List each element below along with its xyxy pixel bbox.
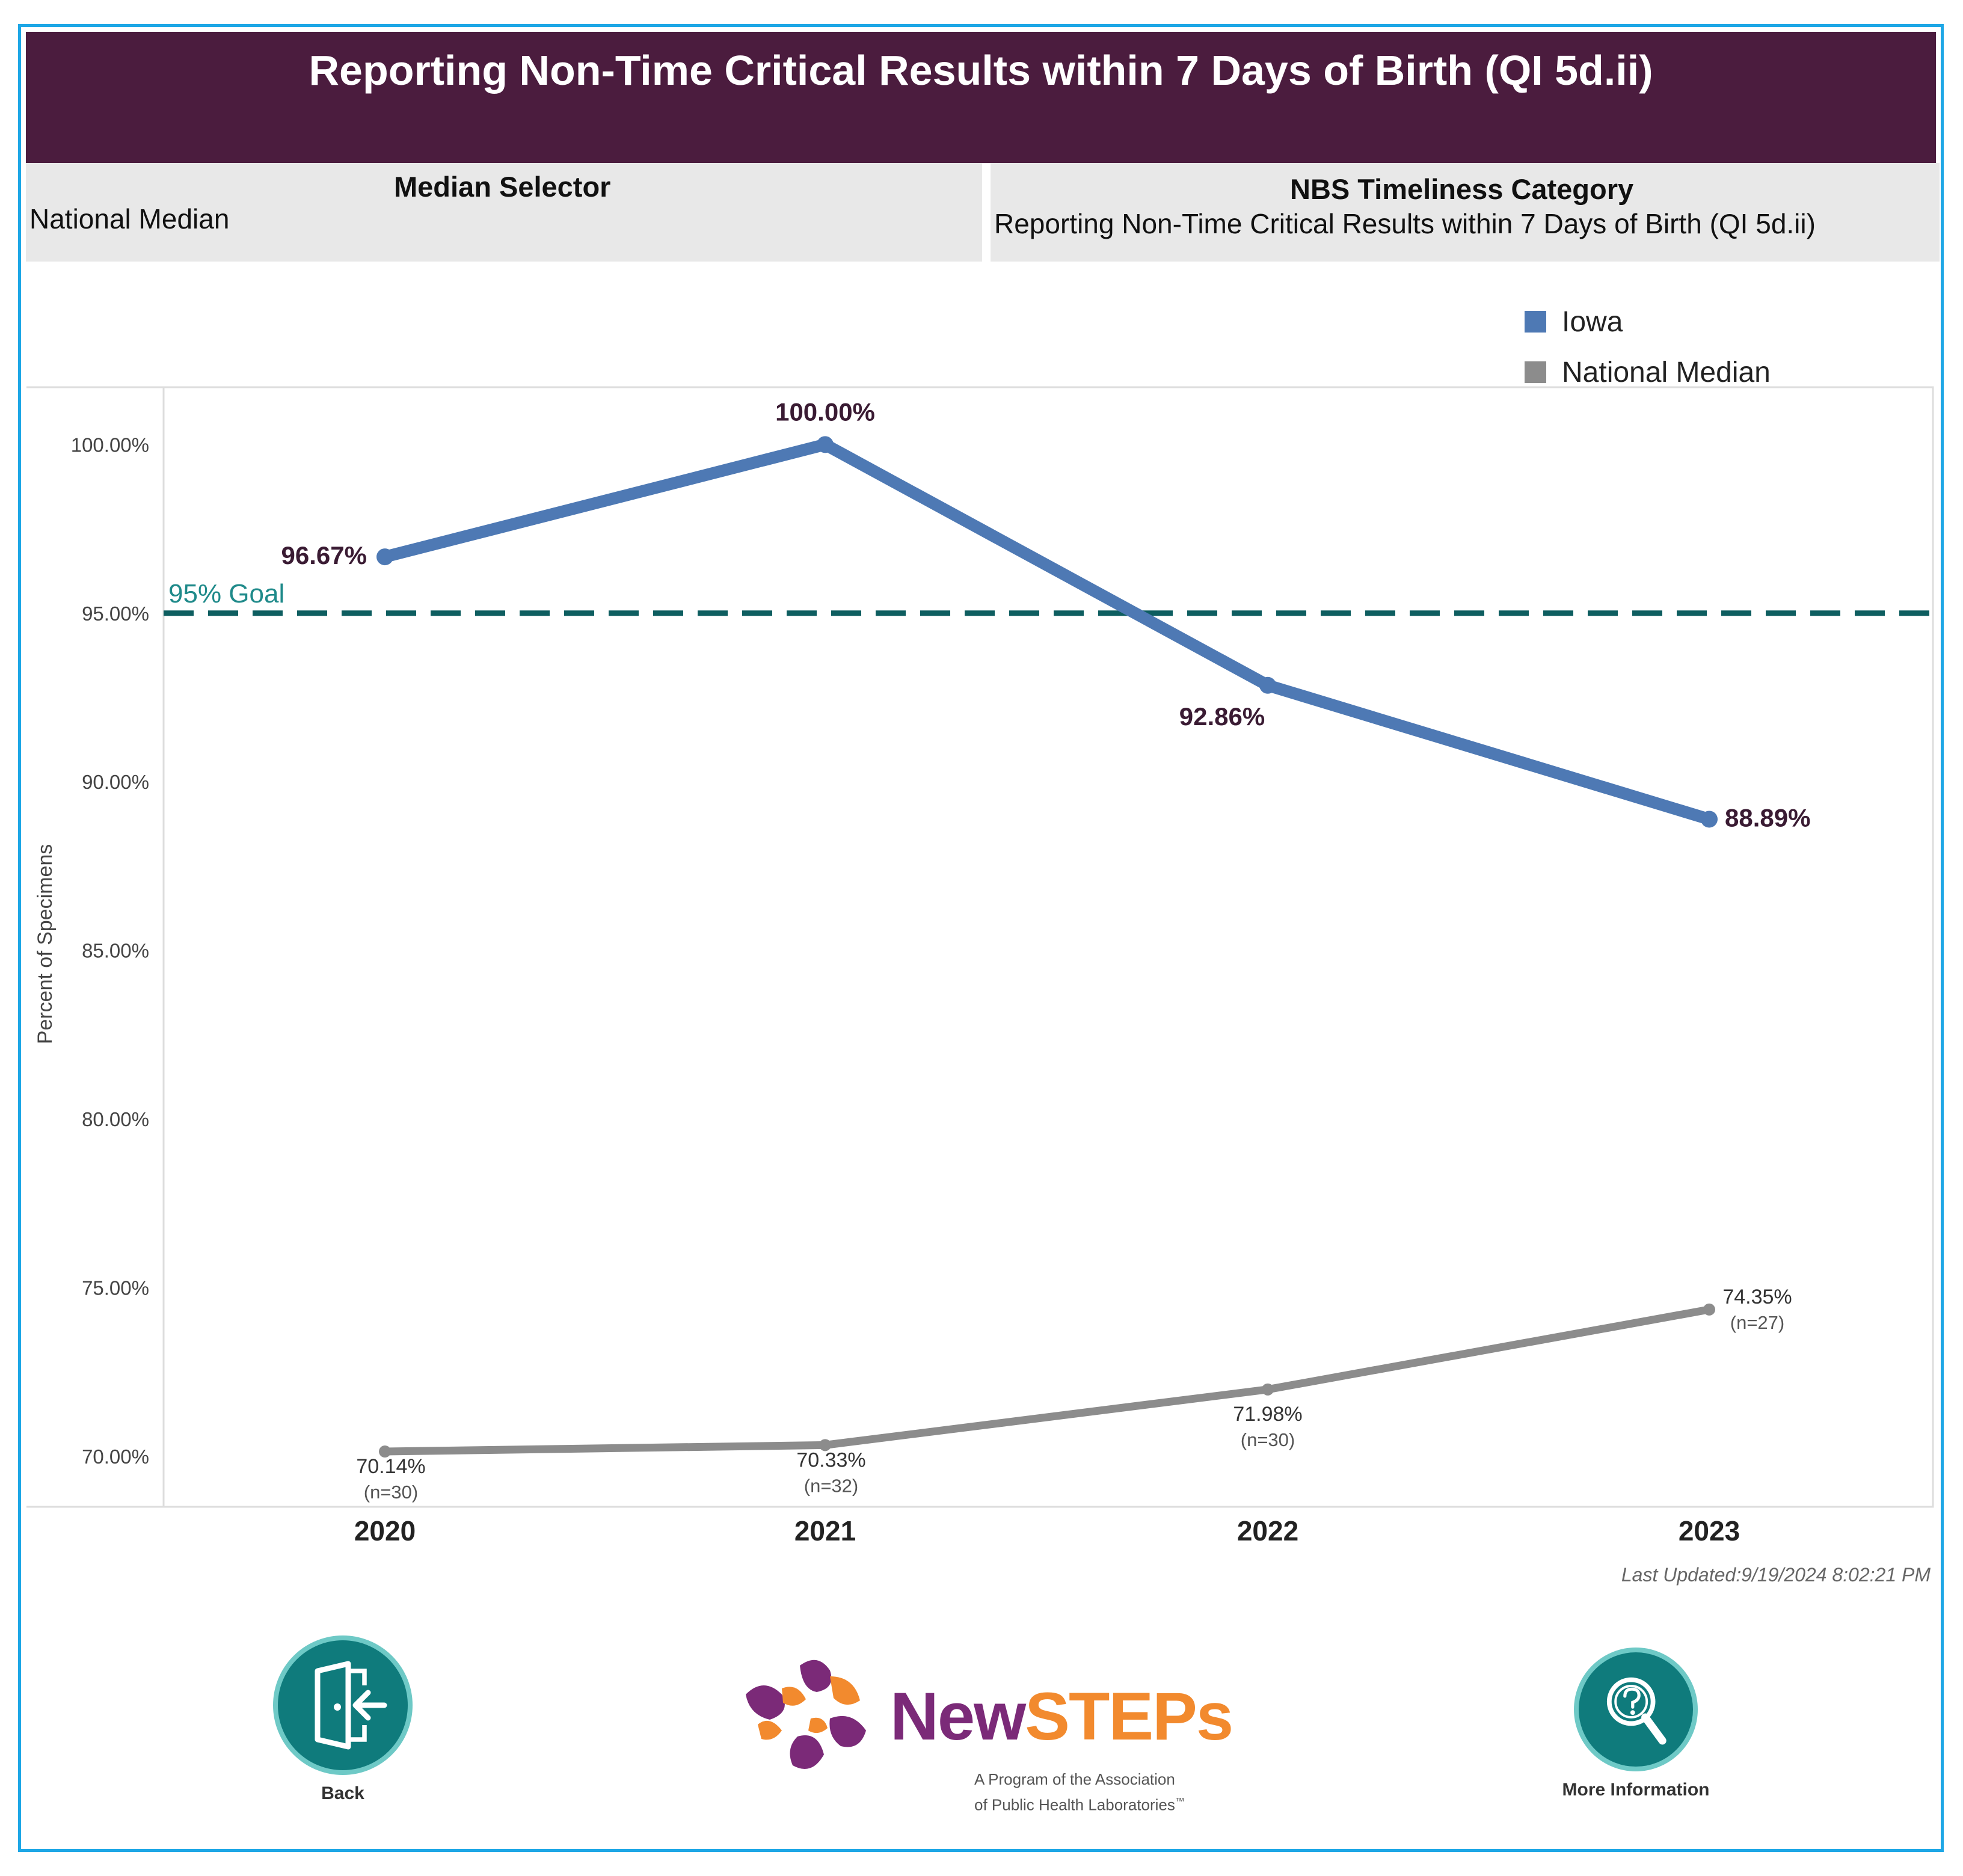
- data-label-iowa: 88.89%: [1725, 803, 1810, 832]
- legend-swatch-iowa: [1525, 311, 1546, 333]
- goal-label: 95% Goal: [168, 579, 284, 608]
- data-point-iowa: [376, 548, 393, 566]
- data-label-national-median: 74.35%: [1722, 1286, 1792, 1308]
- legend-label-iowa: Iowa: [1562, 305, 1623, 338]
- data-label-national-median: 70.33%: [796, 1448, 865, 1471]
- page-title-text: Reporting Non-Time Critical Results with…: [309, 47, 1653, 94]
- y-tick-label: 70.00%: [82, 1445, 149, 1468]
- data-point-iowa: [817, 436, 834, 453]
- data-label-iowa: 100.00%: [775, 397, 875, 426]
- y-tick-label: 75.00%: [82, 1277, 149, 1299]
- data-point-national-median: [379, 1445, 391, 1458]
- dashboard-frame: Reporting Non-Time Critical Results with…: [18, 24, 1944, 1852]
- data-label-iowa: 92.86%: [1179, 702, 1265, 731]
- back-label: Back: [321, 1783, 364, 1803]
- series-line-national-median: [381, 1305, 1713, 1456]
- logo-tagline-mark: ™: [1175, 1797, 1185, 1807]
- data-point-national-median: [819, 1439, 831, 1451]
- logo-tagline-line2: of Public Health Laboratories: [974, 1795, 1175, 1814]
- x-tick-label: 2021: [794, 1515, 856, 1546]
- x-tick-label: 2020: [354, 1515, 416, 1546]
- page-title: Reporting Non-Time Critical Results with…: [26, 32, 1936, 163]
- median-selector-value[interactable]: National Median: [29, 203, 230, 234]
- timeliness-category-selector[interactable]: NBS Timeliness Category Reporting Non-Ti…: [991, 163, 1940, 262]
- logo-wordmark-new: New: [890, 1679, 1026, 1754]
- more-information-icon: [1574, 1648, 1698, 1771]
- data-point-national-median: [1703, 1303, 1715, 1316]
- more-information-label: More Information: [1562, 1780, 1710, 1800]
- newsteps-mark-icon: [746, 1660, 866, 1769]
- legend-item-national-median[interactable]: National Median: [1525, 347, 1771, 397]
- data-label-n-count: (n=27): [1730, 1312, 1784, 1333]
- data-label-iowa: 96.67%: [281, 541, 367, 569]
- y-tick-label: 80.00%: [82, 1108, 149, 1130]
- y-tick-label: 95.00%: [82, 602, 149, 625]
- logo-tagline: A Program of the Association of Public H…: [974, 1768, 1185, 1816]
- median-selector[interactable]: Median Selector National Median: [26, 163, 982, 262]
- data-point-iowa: [1701, 811, 1718, 828]
- logo-tagline-line2-wrap: of Public Health Laboratories™: [974, 1791, 1185, 1816]
- data-label-n-count: (n=32): [804, 1475, 858, 1496]
- legend-label-national-median: National Median: [1562, 356, 1771, 388]
- legend-swatch-national-median: [1525, 361, 1546, 383]
- data-label-national-median: 71.98%: [1233, 1403, 1302, 1426]
- back-icon: [273, 1635, 413, 1775]
- timeliness-category-value[interactable]: Reporting Non-Time Critical Results with…: [994, 208, 1816, 239]
- logo-tagline-line1: A Program of the Association: [974, 1770, 1175, 1788]
- data-label-national-median: 70.14%: [356, 1455, 425, 1478]
- series-line-iowa: [379, 438, 1715, 826]
- legend-item-iowa[interactable]: Iowa: [1525, 296, 1771, 347]
- last-updated-text: Last Updated:9/19/2024 8:02:21 PM: [1621, 1564, 1931, 1586]
- data-point-national-median: [1262, 1383, 1274, 1396]
- logo-wordmark-steps: STEPs: [1025, 1679, 1233, 1754]
- x-tick-label: 2023: [1679, 1515, 1740, 1546]
- chart-legend: Iowa National Median: [1525, 296, 1771, 397]
- data-label-n-count: (n=30): [1241, 1429, 1295, 1450]
- y-tick-label: 90.00%: [82, 771, 149, 793]
- y-tick-label: 100.00%: [71, 434, 149, 456]
- median-selector-label: Median Selector: [394, 171, 611, 203]
- newsteps-logo: NewSTEPs A Program of the Association of…: [740, 1648, 1233, 1814]
- timeliness-category-label: NBS Timeliness Category: [1290, 173, 1634, 205]
- plot-area: [162, 386, 1934, 1508]
- more-information-button[interactable]: More Information: [1528, 1648, 1744, 1800]
- back-button[interactable]: Back: [253, 1635, 433, 1804]
- y-tick-label: 85.00%: [82, 940, 149, 962]
- logo-wordmark: NewSTEPs: [890, 1678, 1233, 1755]
- data-label-n-count: (n=30): [364, 1482, 418, 1503]
- y-axis-title: Percent of Specimens: [34, 844, 57, 1044]
- data-point-iowa: [1259, 676, 1276, 694]
- x-tick-label: 2022: [1237, 1515, 1298, 1546]
